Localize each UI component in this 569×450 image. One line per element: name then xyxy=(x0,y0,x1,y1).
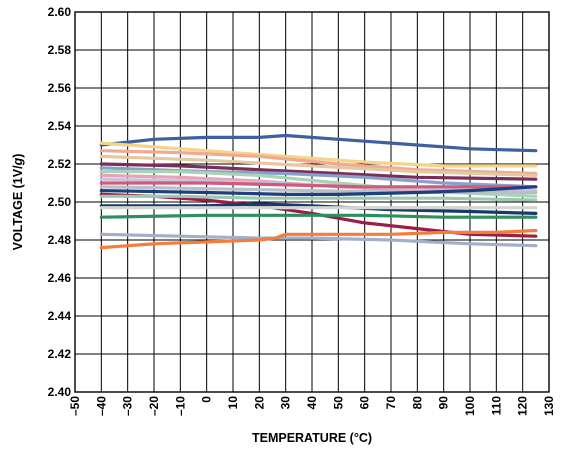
x-tick-label: 60 xyxy=(358,396,372,410)
x-tick-label: –20 xyxy=(147,396,161,416)
x-tick-label: –30 xyxy=(121,396,135,416)
y-axis-title-suffix: ) xyxy=(11,154,25,158)
x-tick-label: 20 xyxy=(252,396,266,410)
series-line-2 xyxy=(99,141,538,168)
y-tick-label: 2.46 xyxy=(48,271,72,285)
series-line-17 xyxy=(99,213,538,219)
series-line-18 xyxy=(99,232,538,248)
x-tick-label: 0 xyxy=(200,396,214,403)
y-tick-label: 2.52 xyxy=(48,157,72,171)
y-tick-label: 2.42 xyxy=(48,347,72,361)
plot-frame xyxy=(74,11,550,393)
y-tick-label: 2.54 xyxy=(48,119,72,133)
y-tick-label: 2.48 xyxy=(48,233,72,247)
series-line-14 xyxy=(99,194,538,202)
y-tick-label: 2.56 xyxy=(48,81,72,95)
x-tick-label: 80 xyxy=(410,396,424,410)
x-axis-title: TEMPERATURE (°C) xyxy=(252,431,372,445)
x-tick-labels: –50 –40 –30 –20 –10 0 10 20 30 40 50 60 70 80 90 100 110… xyxy=(68,396,556,416)
series-group xyxy=(99,133,538,250)
series-line-6 xyxy=(99,166,538,189)
x-tick-label: –10 xyxy=(173,396,187,416)
x-tick-label: 110 xyxy=(489,396,503,416)
x-tick-label: 120 xyxy=(516,396,530,416)
y-axis-title-prefix: VOLTAGE (1V/ xyxy=(11,165,25,250)
y-axis-title-italic: g xyxy=(11,157,25,166)
series-line-1 xyxy=(99,133,538,153)
x-tick-label: –40 xyxy=(94,396,108,416)
x-tick-label: 50 xyxy=(331,396,345,410)
series-line-3 xyxy=(99,149,538,176)
y-tick-label: 2.40 xyxy=(48,385,72,399)
series-line-15 xyxy=(99,202,538,215)
y-tick-label: 2.60 xyxy=(48,5,72,19)
x-tick-label: –50 xyxy=(68,396,82,416)
y-tick-label: 2.44 xyxy=(48,309,72,323)
y-axis-title: VOLTAGE (1V/g) xyxy=(11,154,25,251)
x-tick-label: 30 xyxy=(279,396,293,410)
series-line-5 xyxy=(99,162,538,181)
y-tick-label: 2.50 xyxy=(48,195,72,209)
x-tick-label: 100 xyxy=(463,396,477,416)
x-tick-label: 130 xyxy=(542,396,556,416)
x-tick-label: 40 xyxy=(305,396,319,410)
series-line-12 xyxy=(99,185,538,196)
series-line-4 xyxy=(99,154,538,177)
grid xyxy=(75,12,549,392)
x-tick-label: 70 xyxy=(384,396,398,410)
x-tick-label: 10 xyxy=(226,396,240,410)
series-line-10 xyxy=(99,181,538,189)
x-tick-label: 90 xyxy=(437,396,451,410)
y-tick-label: 2.58 xyxy=(48,43,72,57)
series-line-19 xyxy=(99,228,538,250)
y-tick-labels: 2.40 2.42 2.44 2.46 2.48 2.50 2.52 2.54 2.56 2.58… xyxy=(48,5,72,399)
